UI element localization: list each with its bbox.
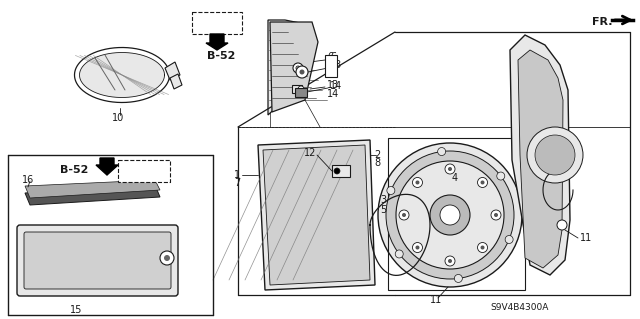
Polygon shape	[25, 180, 160, 198]
Circle shape	[445, 256, 455, 266]
Circle shape	[448, 259, 452, 263]
Circle shape	[454, 274, 462, 282]
Circle shape	[300, 70, 305, 75]
Text: 3: 3	[380, 195, 386, 205]
Polygon shape	[268, 20, 315, 115]
Circle shape	[527, 127, 583, 183]
Polygon shape	[518, 50, 563, 268]
Text: 12: 12	[304, 148, 316, 158]
Text: 5: 5	[380, 205, 386, 215]
Text: 8: 8	[374, 158, 380, 168]
Text: 11: 11	[580, 233, 592, 243]
Circle shape	[415, 246, 419, 249]
Circle shape	[160, 251, 174, 265]
Circle shape	[402, 213, 406, 217]
Polygon shape	[263, 145, 370, 285]
Text: 1: 1	[234, 170, 240, 180]
FancyBboxPatch shape	[17, 225, 178, 296]
Text: 16: 16	[22, 175, 35, 185]
Circle shape	[445, 164, 455, 174]
Circle shape	[298, 86, 304, 92]
Text: 14: 14	[327, 89, 339, 99]
Circle shape	[481, 181, 484, 184]
Circle shape	[293, 63, 303, 73]
Circle shape	[477, 242, 488, 253]
Circle shape	[448, 167, 452, 171]
Bar	[332, 165, 350, 177]
Circle shape	[415, 181, 419, 184]
Circle shape	[387, 187, 395, 195]
Text: B-52: B-52	[60, 165, 88, 175]
Polygon shape	[96, 158, 118, 175]
Circle shape	[412, 177, 422, 188]
Polygon shape	[79, 53, 164, 98]
Circle shape	[477, 177, 488, 188]
FancyBboxPatch shape	[118, 160, 170, 182]
Circle shape	[164, 255, 170, 261]
Circle shape	[296, 66, 300, 70]
Bar	[295, 88, 307, 97]
Bar	[325, 55, 337, 77]
Text: 4: 4	[452, 173, 458, 183]
Text: 13: 13	[327, 80, 339, 90]
Circle shape	[535, 135, 575, 175]
Circle shape	[412, 242, 422, 253]
Circle shape	[491, 210, 501, 220]
Circle shape	[505, 235, 513, 243]
Bar	[292, 85, 302, 93]
Text: 15: 15	[70, 305, 83, 315]
Text: ~≈~: ~≈~	[125, 166, 149, 176]
Circle shape	[396, 250, 403, 258]
Text: 10: 10	[112, 113, 124, 123]
Text: FR.: FR.	[592, 17, 612, 27]
Circle shape	[296, 66, 308, 78]
Text: B-52: B-52	[207, 51, 236, 61]
Polygon shape	[258, 140, 375, 290]
Circle shape	[399, 210, 409, 220]
Circle shape	[378, 143, 522, 287]
Circle shape	[481, 246, 484, 249]
Text: 6: 6	[327, 52, 333, 62]
Circle shape	[386, 151, 514, 279]
Circle shape	[396, 161, 504, 269]
FancyBboxPatch shape	[24, 232, 171, 289]
Circle shape	[557, 220, 567, 230]
Text: ~≈~: ~≈~	[200, 18, 225, 28]
Circle shape	[440, 205, 460, 225]
Text: 2: 2	[374, 150, 380, 160]
Circle shape	[334, 168, 340, 174]
Text: 6: 6	[330, 52, 336, 62]
Text: 9: 9	[327, 59, 333, 69]
Polygon shape	[270, 22, 318, 112]
Circle shape	[494, 213, 498, 217]
Text: 11: 11	[430, 295, 442, 305]
Polygon shape	[170, 74, 182, 89]
Text: S9V4B4300A: S9V4B4300A	[490, 303, 548, 313]
FancyBboxPatch shape	[192, 12, 242, 34]
Text: 7: 7	[234, 178, 240, 188]
Polygon shape	[510, 35, 570, 275]
Polygon shape	[165, 62, 180, 80]
Circle shape	[438, 148, 445, 156]
Polygon shape	[25, 185, 160, 205]
Polygon shape	[206, 34, 228, 50]
Circle shape	[430, 195, 470, 235]
Circle shape	[497, 172, 505, 180]
Text: 9: 9	[330, 68, 336, 78]
Text: 13: 13	[330, 60, 342, 70]
Text: 14: 14	[330, 81, 342, 91]
